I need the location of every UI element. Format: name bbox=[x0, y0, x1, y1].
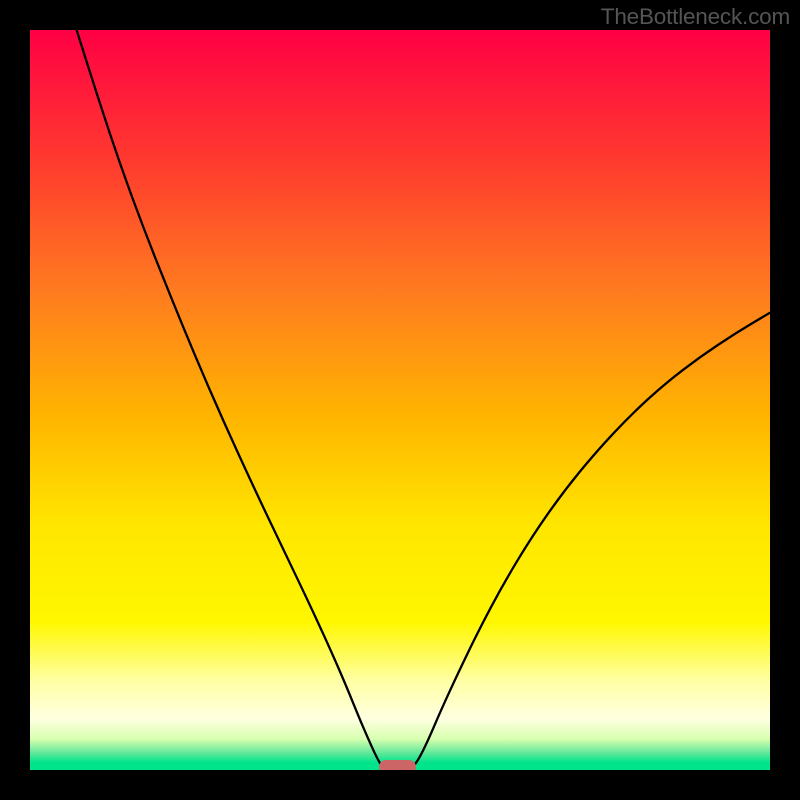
plot-area bbox=[30, 30, 770, 770]
chart-container: TheBottleneck.com bbox=[0, 0, 800, 800]
bottleneck-curve bbox=[30, 30, 770, 770]
watermark-text: TheBottleneck.com bbox=[601, 4, 790, 30]
